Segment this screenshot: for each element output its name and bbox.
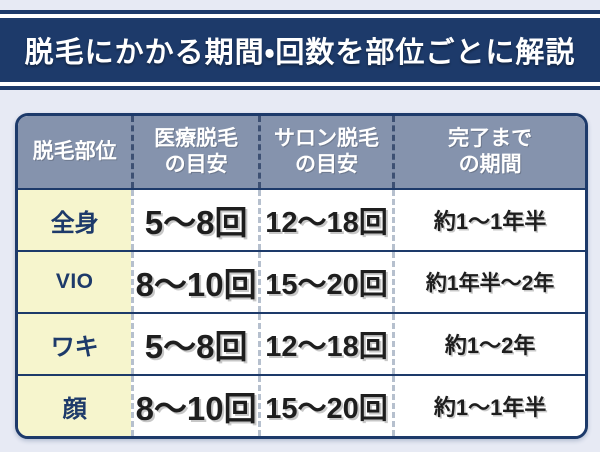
cell-salon: 12〜18回 (257, 190, 393, 250)
hair-removal-comparison-table: 脱毛部位 医療脱毛 の目安 サロン脱毛 の目安 完了まで の期間 全身 5〜8回… (15, 113, 588, 439)
cell-salon: 15〜20回 (257, 376, 393, 436)
cell-medical: 8〜10回 (131, 376, 258, 436)
header-part-label: 脱毛部位 (32, 139, 117, 163)
table-row-kao: 顔 8〜10回 15〜20回 約1〜1年半 (18, 374, 585, 436)
cell-medical: 8〜10回 (131, 252, 258, 312)
table-row-waki: ワキ 5〜8回 12〜18回 約1〜2年 (18, 312, 585, 374)
banner-bottom-rule (0, 86, 600, 90)
header-medical-line1: 医療脱毛 (154, 126, 239, 150)
header-salon-line1: サロン脱毛 (274, 126, 380, 150)
header-medical: 医療脱毛 の目安 (131, 116, 258, 188)
page-title: 脱毛にかかる期間・回数を部位ごとに解説 (24, 37, 576, 69)
cell-medical: 5〜8回 (131, 190, 258, 250)
cell-duration: 約1〜2年 (392, 314, 585, 374)
cell-part: 全身 (18, 190, 132, 250)
cell-salon: 12〜18回 (257, 314, 393, 374)
table-row-vio: VIO 8〜10回 15〜20回 約1年半〜2年 (18, 250, 585, 312)
banner-top-rule (0, 10, 600, 14)
cell-duration: 約1〜1年半 (392, 190, 585, 250)
cell-duration: 約1〜1年半 (392, 376, 585, 436)
banner-body: 脱毛にかかる期間・回数を部位ごとに解説 (0, 18, 600, 82)
title-banner: 脱毛にかかる期間・回数を部位ごとに解説 (0, 10, 600, 90)
table-row-zenshin: 全身 5〜8回 12〜18回 約1〜1年半 (18, 188, 585, 250)
header-salon: サロン脱毛 の目安 (257, 116, 393, 188)
table-header-row: 脱毛部位 医療脱毛 の目安 サロン脱毛 の目安 完了まで の期間 (18, 116, 585, 188)
header-medical-line2: の目安 (164, 153, 228, 176)
cell-salon: 15〜20回 (257, 252, 393, 312)
cell-part: ワキ (18, 314, 132, 374)
cell-part: VIO (18, 252, 132, 312)
header-part: 脱毛部位 (18, 116, 132, 188)
header-duration-line2: の期間 (458, 153, 522, 176)
cell-duration: 約1年半〜2年 (392, 252, 585, 312)
header-salon-line2: の目安 (295, 153, 359, 176)
cell-medical: 5〜8回 (131, 314, 258, 374)
cell-part: 顔 (18, 376, 132, 436)
header-duration: 完了まで の期間 (392, 116, 585, 188)
header-duration-line1: 完了まで (448, 126, 533, 150)
